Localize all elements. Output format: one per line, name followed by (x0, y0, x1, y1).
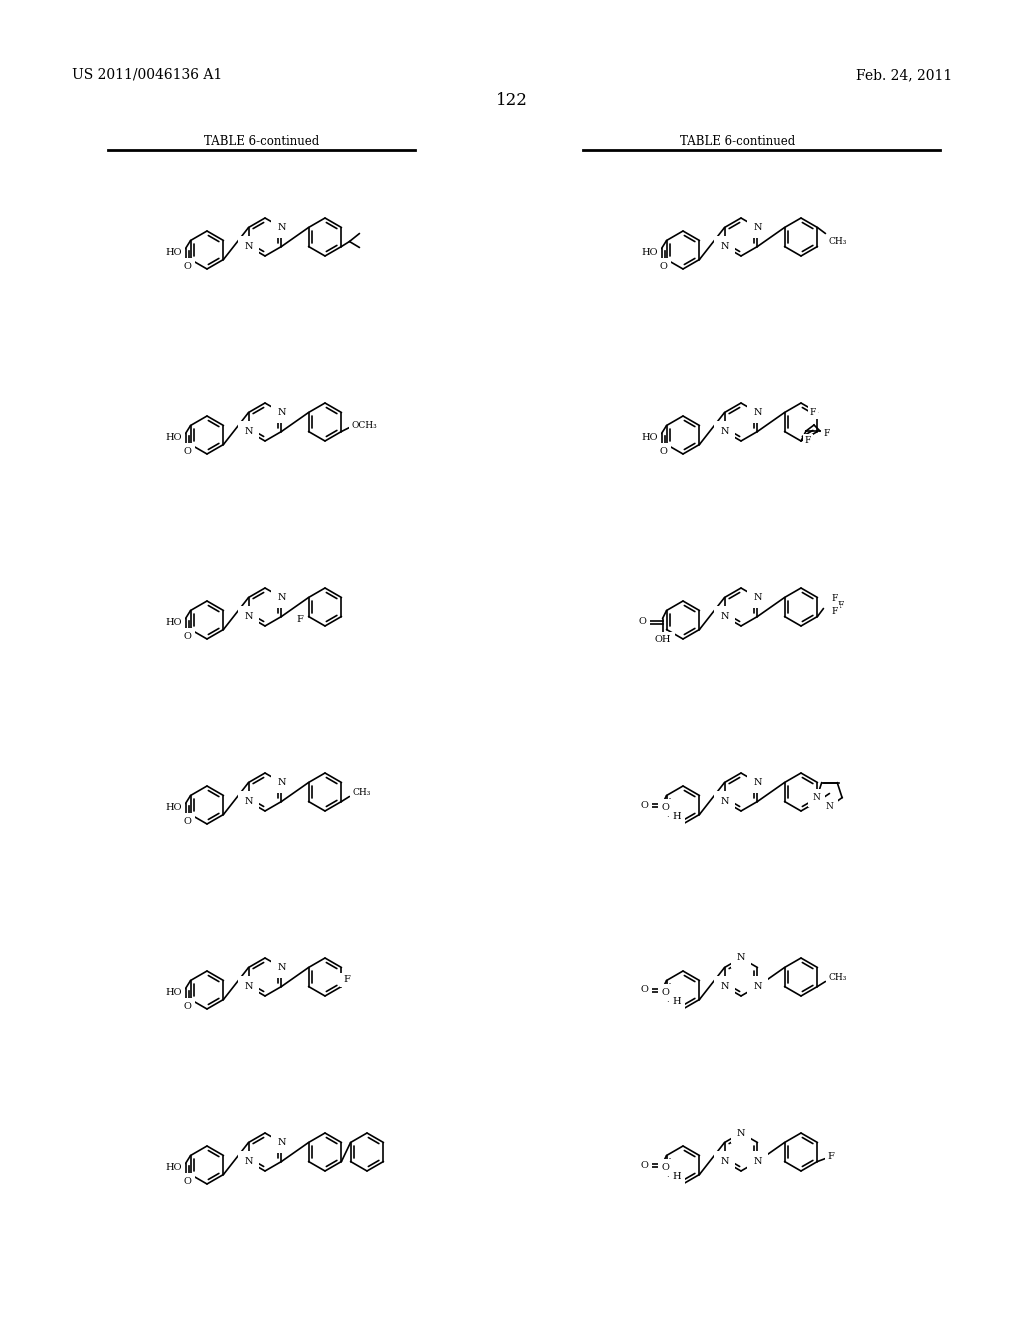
Text: OH: OH (654, 635, 671, 644)
Text: O: O (641, 800, 648, 809)
Text: O: O (659, 261, 667, 271)
Text: N: N (245, 612, 253, 620)
Text: O: O (183, 447, 191, 455)
Text: N: N (720, 242, 729, 251)
Text: O: O (662, 1163, 670, 1172)
Text: Feb. 24, 2011: Feb. 24, 2011 (856, 69, 952, 82)
Text: HO: HO (165, 803, 181, 812)
Text: O: O (662, 803, 670, 812)
Text: N: N (720, 982, 729, 991)
Text: N: N (278, 408, 286, 417)
Text: HO: HO (165, 433, 181, 442)
Text: H: H (673, 1172, 681, 1181)
Text: HO: HO (165, 987, 181, 997)
Text: HO: HO (165, 1163, 181, 1172)
Text: N: N (720, 426, 729, 436)
Text: O: O (183, 1002, 191, 1011)
Text: O: O (639, 618, 646, 627)
Text: OCH₃: OCH₃ (351, 421, 377, 430)
Text: N: N (813, 793, 821, 803)
Text: CH₃: CH₃ (352, 788, 371, 797)
Text: O: O (183, 261, 191, 271)
Text: N: N (720, 612, 729, 620)
Text: TABLE 6-continued: TABLE 6-continued (680, 135, 796, 148)
Text: O: O (183, 632, 191, 642)
Text: N: N (754, 408, 762, 417)
Text: N: N (245, 426, 253, 436)
Text: 122: 122 (496, 92, 528, 110)
Text: N: N (245, 242, 253, 251)
Text: N: N (825, 803, 834, 812)
Text: CH₃: CH₃ (828, 973, 847, 982)
Text: N: N (278, 777, 286, 787)
Text: F: F (343, 975, 350, 985)
Text: N: N (736, 953, 745, 962)
Text: O: O (183, 817, 191, 826)
Text: F: F (838, 601, 844, 610)
Text: TABLE 6-continued: TABLE 6-continued (205, 135, 319, 148)
Text: F: F (831, 607, 838, 616)
Text: N: N (245, 982, 253, 991)
Text: N: N (278, 964, 286, 972)
Text: N: N (754, 1158, 762, 1166)
Text: N: N (754, 777, 762, 787)
Text: HO: HO (165, 248, 181, 257)
Text: HO: HO (641, 433, 657, 442)
Text: O: O (659, 447, 667, 455)
Text: H: H (673, 812, 681, 821)
Text: N: N (278, 593, 286, 602)
Text: O: O (183, 1177, 191, 1185)
Text: O: O (662, 987, 670, 997)
Text: N: N (754, 982, 762, 991)
Text: US 2011/0046136 A1: US 2011/0046136 A1 (72, 69, 222, 82)
Text: HO: HO (165, 618, 181, 627)
Text: F: F (823, 429, 829, 437)
Text: N: N (245, 797, 253, 807)
Text: N: N (736, 1129, 745, 1138)
Text: F: F (831, 594, 838, 603)
Text: O: O (641, 986, 648, 994)
Text: N: N (278, 223, 286, 232)
Text: HO: HO (641, 248, 657, 257)
Text: CH₃: CH₃ (828, 236, 847, 246)
Text: F: F (827, 1152, 835, 1162)
Text: N: N (278, 1138, 286, 1147)
Text: F: F (810, 408, 816, 417)
Text: O: O (641, 1160, 648, 1170)
Text: F: F (805, 436, 811, 445)
Text: N: N (754, 593, 762, 602)
Text: N: N (720, 797, 729, 807)
Text: H: H (673, 997, 681, 1006)
Text: N: N (720, 1158, 729, 1166)
Text: F: F (297, 615, 303, 624)
Text: N: N (245, 1158, 253, 1166)
Text: N: N (754, 223, 762, 232)
